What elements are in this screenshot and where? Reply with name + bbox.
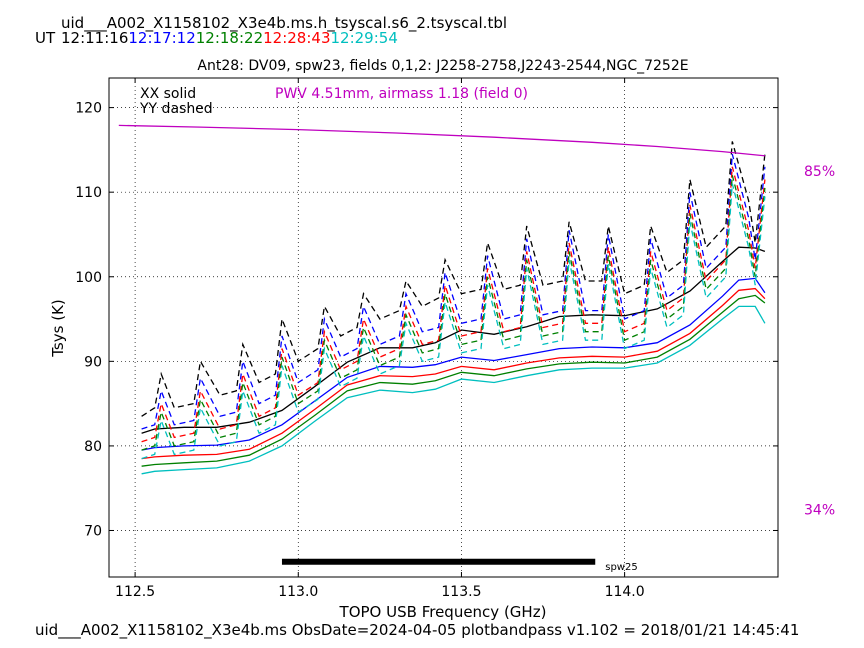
x-axis-label: TOPO USB Frequency (GHz) xyxy=(339,603,547,621)
plot-frame xyxy=(108,77,779,578)
transmission-label: 34% xyxy=(804,502,835,518)
spw-bar-group: spw25 xyxy=(281,558,638,573)
transmission-curve xyxy=(118,124,765,157)
series-yy-8 xyxy=(141,175,766,451)
x-tick-label: 112.5 xyxy=(115,584,155,600)
series-yy-6 xyxy=(141,153,766,430)
ut-label: UT xyxy=(35,29,56,47)
plot-lines xyxy=(118,124,766,475)
footer-info: uid___A002_X1158102_X3e4b.ms ObsDate=202… xyxy=(35,621,800,639)
series-xx-0 xyxy=(141,246,766,434)
y-tick-label: 110 xyxy=(75,185,102,201)
ut-time-4: 12:29:54 xyxy=(330,29,398,47)
series-xx-4 xyxy=(141,305,766,475)
spw-label: spw25 xyxy=(605,562,637,573)
table-name: uid___A002_X1158102_X3e4b.ms.h_tsyscal.s… xyxy=(61,14,508,32)
x-tick-label: 113.5 xyxy=(441,584,481,600)
x-tick-label: 113.0 xyxy=(278,584,318,600)
y-tick-label: 100 xyxy=(75,270,102,286)
transmission-labels: 85% 34% xyxy=(804,164,835,518)
y-tick-label: 80 xyxy=(84,439,102,455)
legend-xx: XX solid xyxy=(140,86,196,102)
series-yy-7 xyxy=(141,166,766,443)
series-yy-9 xyxy=(141,183,766,460)
series-xx-2 xyxy=(141,287,766,460)
y-axis-label: Tsys (K) xyxy=(49,299,67,358)
ut-time-1: 12:17:12 xyxy=(128,29,196,47)
transmission-label: 85% xyxy=(804,164,835,180)
pwv-annotation: PWV 4.51mm, airmass 1.18 (field 0) xyxy=(275,86,528,102)
grid xyxy=(109,78,778,577)
ut-time-2: 12:18:22 xyxy=(195,29,264,47)
series-xx-1 xyxy=(141,277,766,451)
legend-yy: YY dashed xyxy=(139,101,213,117)
y-tick-label: 120 xyxy=(75,101,102,117)
series-yy-5 xyxy=(141,141,766,417)
y-tick-label: 90 xyxy=(84,354,102,370)
ut-time-3: 12:28:43 xyxy=(263,29,331,47)
ut-times: 12:11:1612:17:1212:18:2212:28:4312:29:54 xyxy=(61,30,398,47)
y-tick-label: 70 xyxy=(84,523,102,539)
series-xx-3 xyxy=(141,294,766,467)
axis-ticks: 112.5 113.0 113.5 114.0 70 80 90 100 110 120 xyxy=(75,78,778,600)
x-tick-label: 114.0 xyxy=(605,584,645,600)
ut-time-0: 12:11:16 xyxy=(61,29,129,47)
chart-title: Ant28: DV09, spw23, fields 0,1,2: J2258-… xyxy=(197,58,688,74)
